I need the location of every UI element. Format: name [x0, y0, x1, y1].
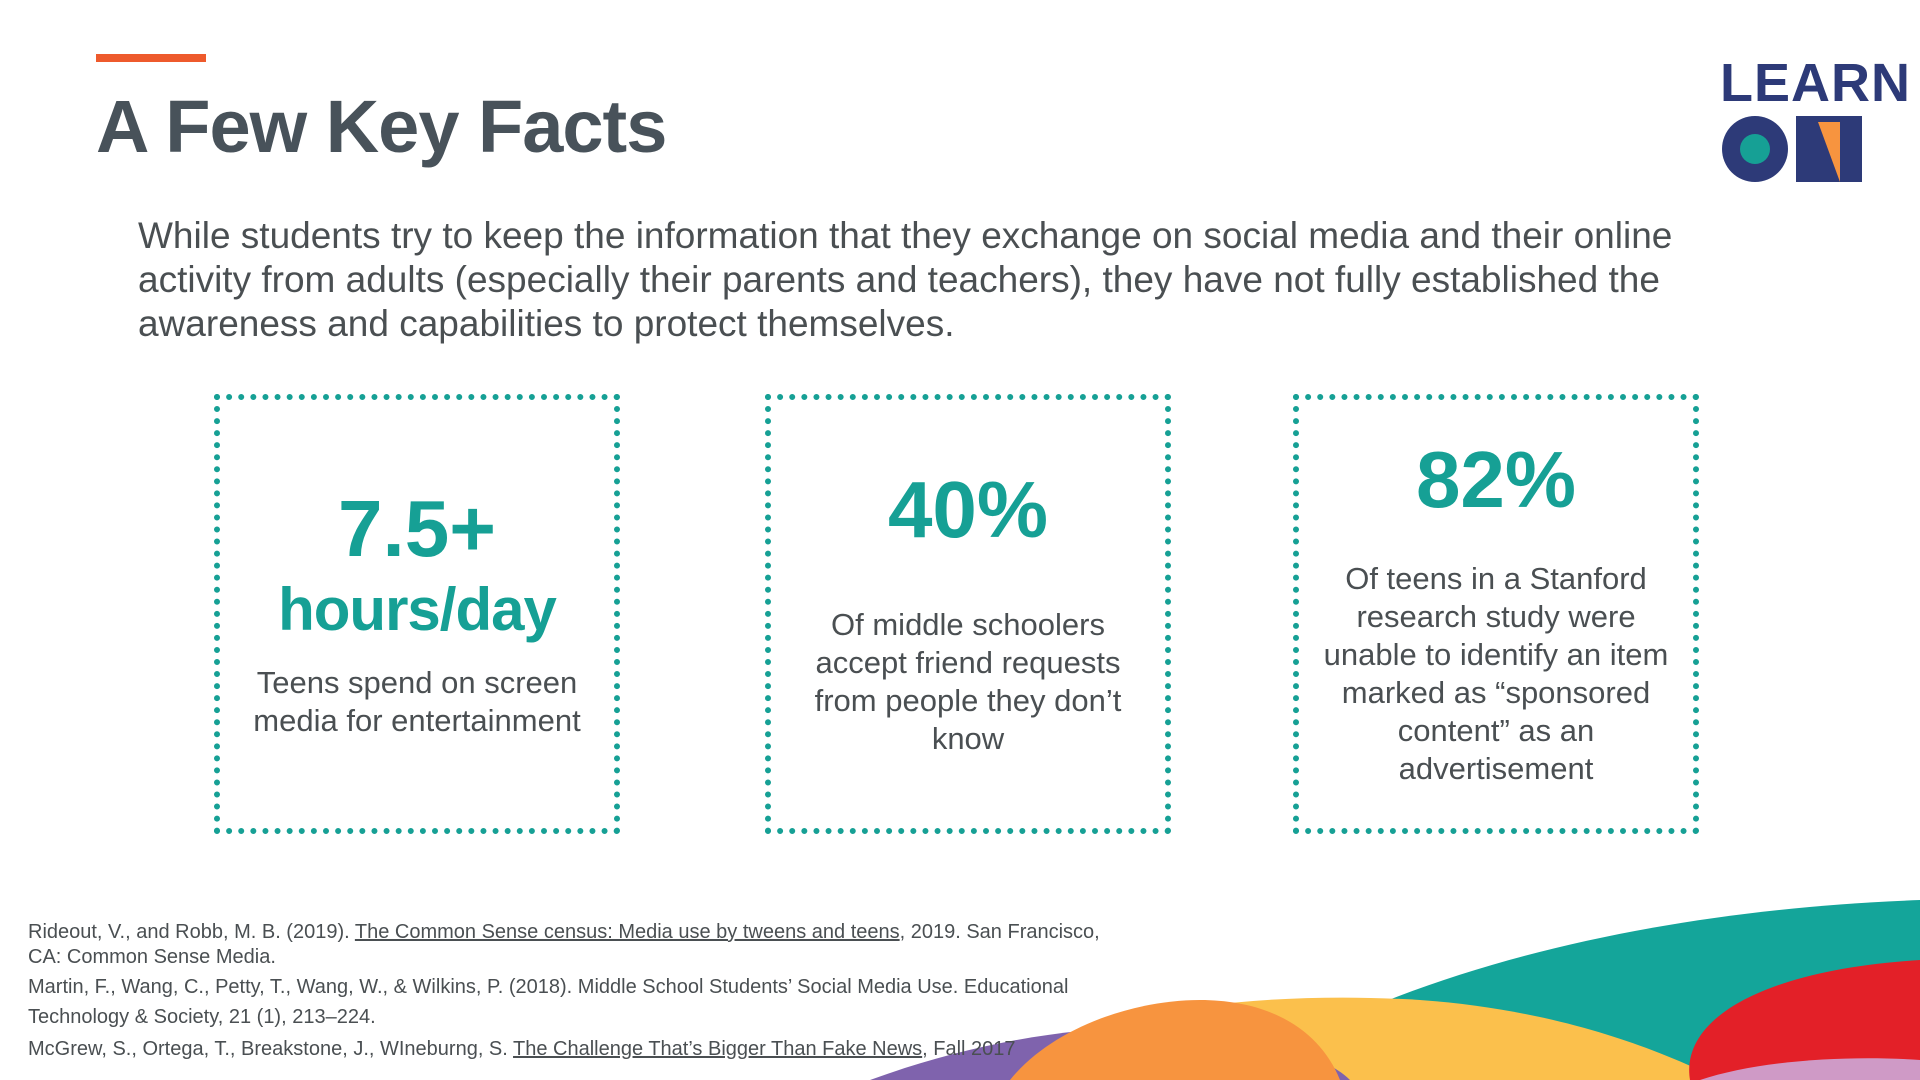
- page-title: A Few Key Facts: [96, 85, 667, 168]
- reference-item: McGrew, S., Ortega, T., Breakstone, J., …: [28, 1034, 1108, 1064]
- fact-description: Of middle schoolers accept friend reques…: [814, 607, 1122, 756]
- reference-text: , 2019. San Francisco, CA: Common Sense …: [28, 921, 1100, 968]
- fact-description: Of teens in a Stanford research study we…: [1323, 561, 1669, 786]
- learn-on-logo: LEARN: [1720, 53, 1911, 186]
- fact-unit: hours/day: [278, 575, 557, 643]
- reference-text: , Fall 2017: [922, 1038, 1016, 1060]
- reference-item: Martin, F., Wang, C., Petty, T., Wang, W…: [28, 976, 1069, 1028]
- references: Rideout, V., and Robb, M. B. (2019). The…: [28, 920, 1108, 1064]
- fact-description: Teens spend on screen media for entertai…: [253, 664, 581, 738]
- fact-number: 7.5+: [338, 483, 496, 573]
- title-accent-bar: [96, 54, 206, 62]
- logo-on-graphic: [1722, 116, 1862, 182]
- reference-link[interactable]: The Common Sense census: Media use by tw…: [354, 921, 900, 943]
- fact-card-friend-requests: 40% Of middle schoolers accept friend re…: [765, 394, 1171, 834]
- fact-card-sponsored-content: 82% Of teens in a Stanford research stud…: [1293, 394, 1699, 834]
- intro-paragraph: While students try to keep the informati…: [138, 215, 1673, 344]
- fact-card-screen-time: 7.5+ hours/day Teens spend on screen med…: [214, 394, 620, 834]
- reference-text: McGrew, S., Ortega, T., Breakstone, J., …: [28, 1038, 514, 1060]
- reference-text: Rideout, V., and Robb, M. B. (2019).: [28, 921, 355, 943]
- logo-learn-text: LEARN: [1720, 53, 1911, 113]
- decorative-waves: [870, 900, 1920, 1080]
- reference-item: Rideout, V., and Robb, M. B. (2019). The…: [28, 920, 1108, 970]
- reference-link[interactable]: The Challenge That’s Bigger Than Fake Ne…: [513, 1038, 923, 1060]
- fact-number: 40%: [887, 465, 1049, 554]
- fact-number: 82%: [1415, 435, 1577, 524]
